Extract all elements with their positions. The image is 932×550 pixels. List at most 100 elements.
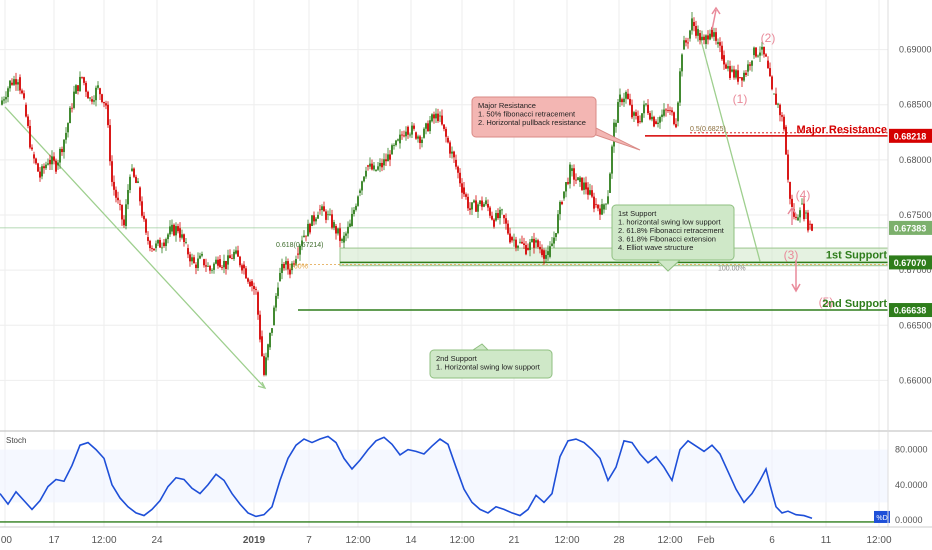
candle-body [5, 97, 7, 100]
candle-body [703, 36, 705, 41]
trendline-arrow [257, 381, 267, 390]
candle-body [531, 238, 533, 243]
wave-arrow-down [791, 260, 801, 293]
price-tick-label: 0.66000 [899, 375, 932, 385]
candle-body [239, 256, 241, 266]
candle-body [7, 88, 9, 98]
candle-body [349, 223, 351, 227]
candle-body [557, 214, 559, 234]
candle-body [273, 307, 275, 326]
price-tick-label: 0.68000 [899, 155, 932, 165]
candle-body [209, 265, 211, 271]
candle-body [331, 214, 333, 228]
candle-body [749, 64, 751, 66]
fib-label-ext: 1.00% [288, 263, 308, 270]
candle-body [483, 204, 485, 207]
candle-body [411, 125, 413, 135]
candle-body [19, 77, 21, 91]
annotation-second-support-box [429, 349, 553, 379]
candle-body [495, 213, 497, 221]
candle-body [537, 240, 539, 247]
annotation-second-support-line: 1. Horizontal swing low support [436, 363, 541, 372]
annotation-first-support-line: 1. horizontal swing low support [618, 218, 721, 227]
time-tick-label: 14 [405, 535, 417, 546]
candle-body [601, 204, 603, 215]
candle-body [293, 263, 295, 265]
candle-body [285, 261, 287, 265]
candle-body [691, 18, 693, 31]
candle-body [309, 223, 311, 233]
price-tag-second-support: 0.66638 [894, 306, 927, 316]
candle-body [595, 203, 597, 205]
candle-body [81, 76, 83, 78]
candle-body [89, 97, 91, 99]
candle-body [83, 77, 85, 83]
candle-body [645, 103, 647, 105]
candle-body [265, 357, 267, 375]
level-label-second: 2nd Support [822, 298, 887, 310]
candle-body [105, 103, 107, 106]
price-tick-label: 0.67500 [899, 210, 932, 220]
candle-body [347, 226, 349, 234]
candle-body [501, 209, 503, 211]
candle-body [801, 203, 803, 205]
candle-body [3, 99, 5, 101]
candle-body [353, 209, 355, 214]
candle-body [193, 257, 195, 264]
candle-body [779, 104, 781, 116]
candle-body [379, 162, 381, 167]
candle-body [283, 263, 285, 269]
candle-body [455, 159, 457, 167]
candle-body [627, 93, 629, 99]
candle-body [147, 237, 149, 241]
candle-body [297, 253, 299, 255]
candle-body [177, 226, 179, 232]
candle-body [87, 91, 89, 99]
candle-body [389, 154, 391, 160]
candle-body [189, 254, 191, 262]
candle-body [497, 213, 499, 219]
candle-body [29, 125, 31, 148]
candle-body [525, 244, 527, 255]
candle-body [107, 104, 109, 126]
annotation-major-resistance-line: 1. 50% fibonacci retracement [478, 110, 576, 119]
candle-body [251, 281, 253, 286]
candle-body [485, 200, 487, 205]
candle-body [767, 60, 769, 69]
candle-body [605, 203, 607, 205]
price-tag-major-resistance: 0.68218 [894, 131, 927, 141]
candle-body [577, 177, 579, 181]
candle-body [159, 240, 161, 248]
candle-body [451, 151, 453, 154]
candle-body [561, 201, 563, 205]
candle-body [789, 181, 791, 199]
candle-body [339, 228, 341, 241]
candle-body [639, 121, 641, 123]
candle-body [49, 159, 51, 165]
candle-body [397, 139, 399, 141]
candle-body [709, 33, 711, 40]
candle-body [521, 241, 523, 244]
candle-body [675, 124, 677, 128]
candle-body [439, 115, 441, 117]
candle-body [503, 215, 505, 219]
stoch-tick-label: 80.0000 [895, 445, 928, 455]
candle-body [231, 258, 233, 259]
candle-body [725, 64, 727, 69]
level-label-major: Major Resistance [797, 124, 887, 136]
candle-body [127, 190, 129, 205]
candle-body [17, 82, 19, 85]
candle-body [565, 182, 567, 192]
candle-body [271, 328, 273, 333]
time-tick-label: 6 [769, 535, 775, 546]
candle-body [387, 154, 389, 162]
candle-body [65, 132, 67, 140]
candle-body [341, 239, 343, 241]
price-tick-label: 0.67000 [899, 265, 932, 275]
candle-body [173, 224, 175, 236]
candle-body [217, 259, 219, 266]
candle-body [139, 187, 141, 202]
candle-body [713, 32, 715, 37]
